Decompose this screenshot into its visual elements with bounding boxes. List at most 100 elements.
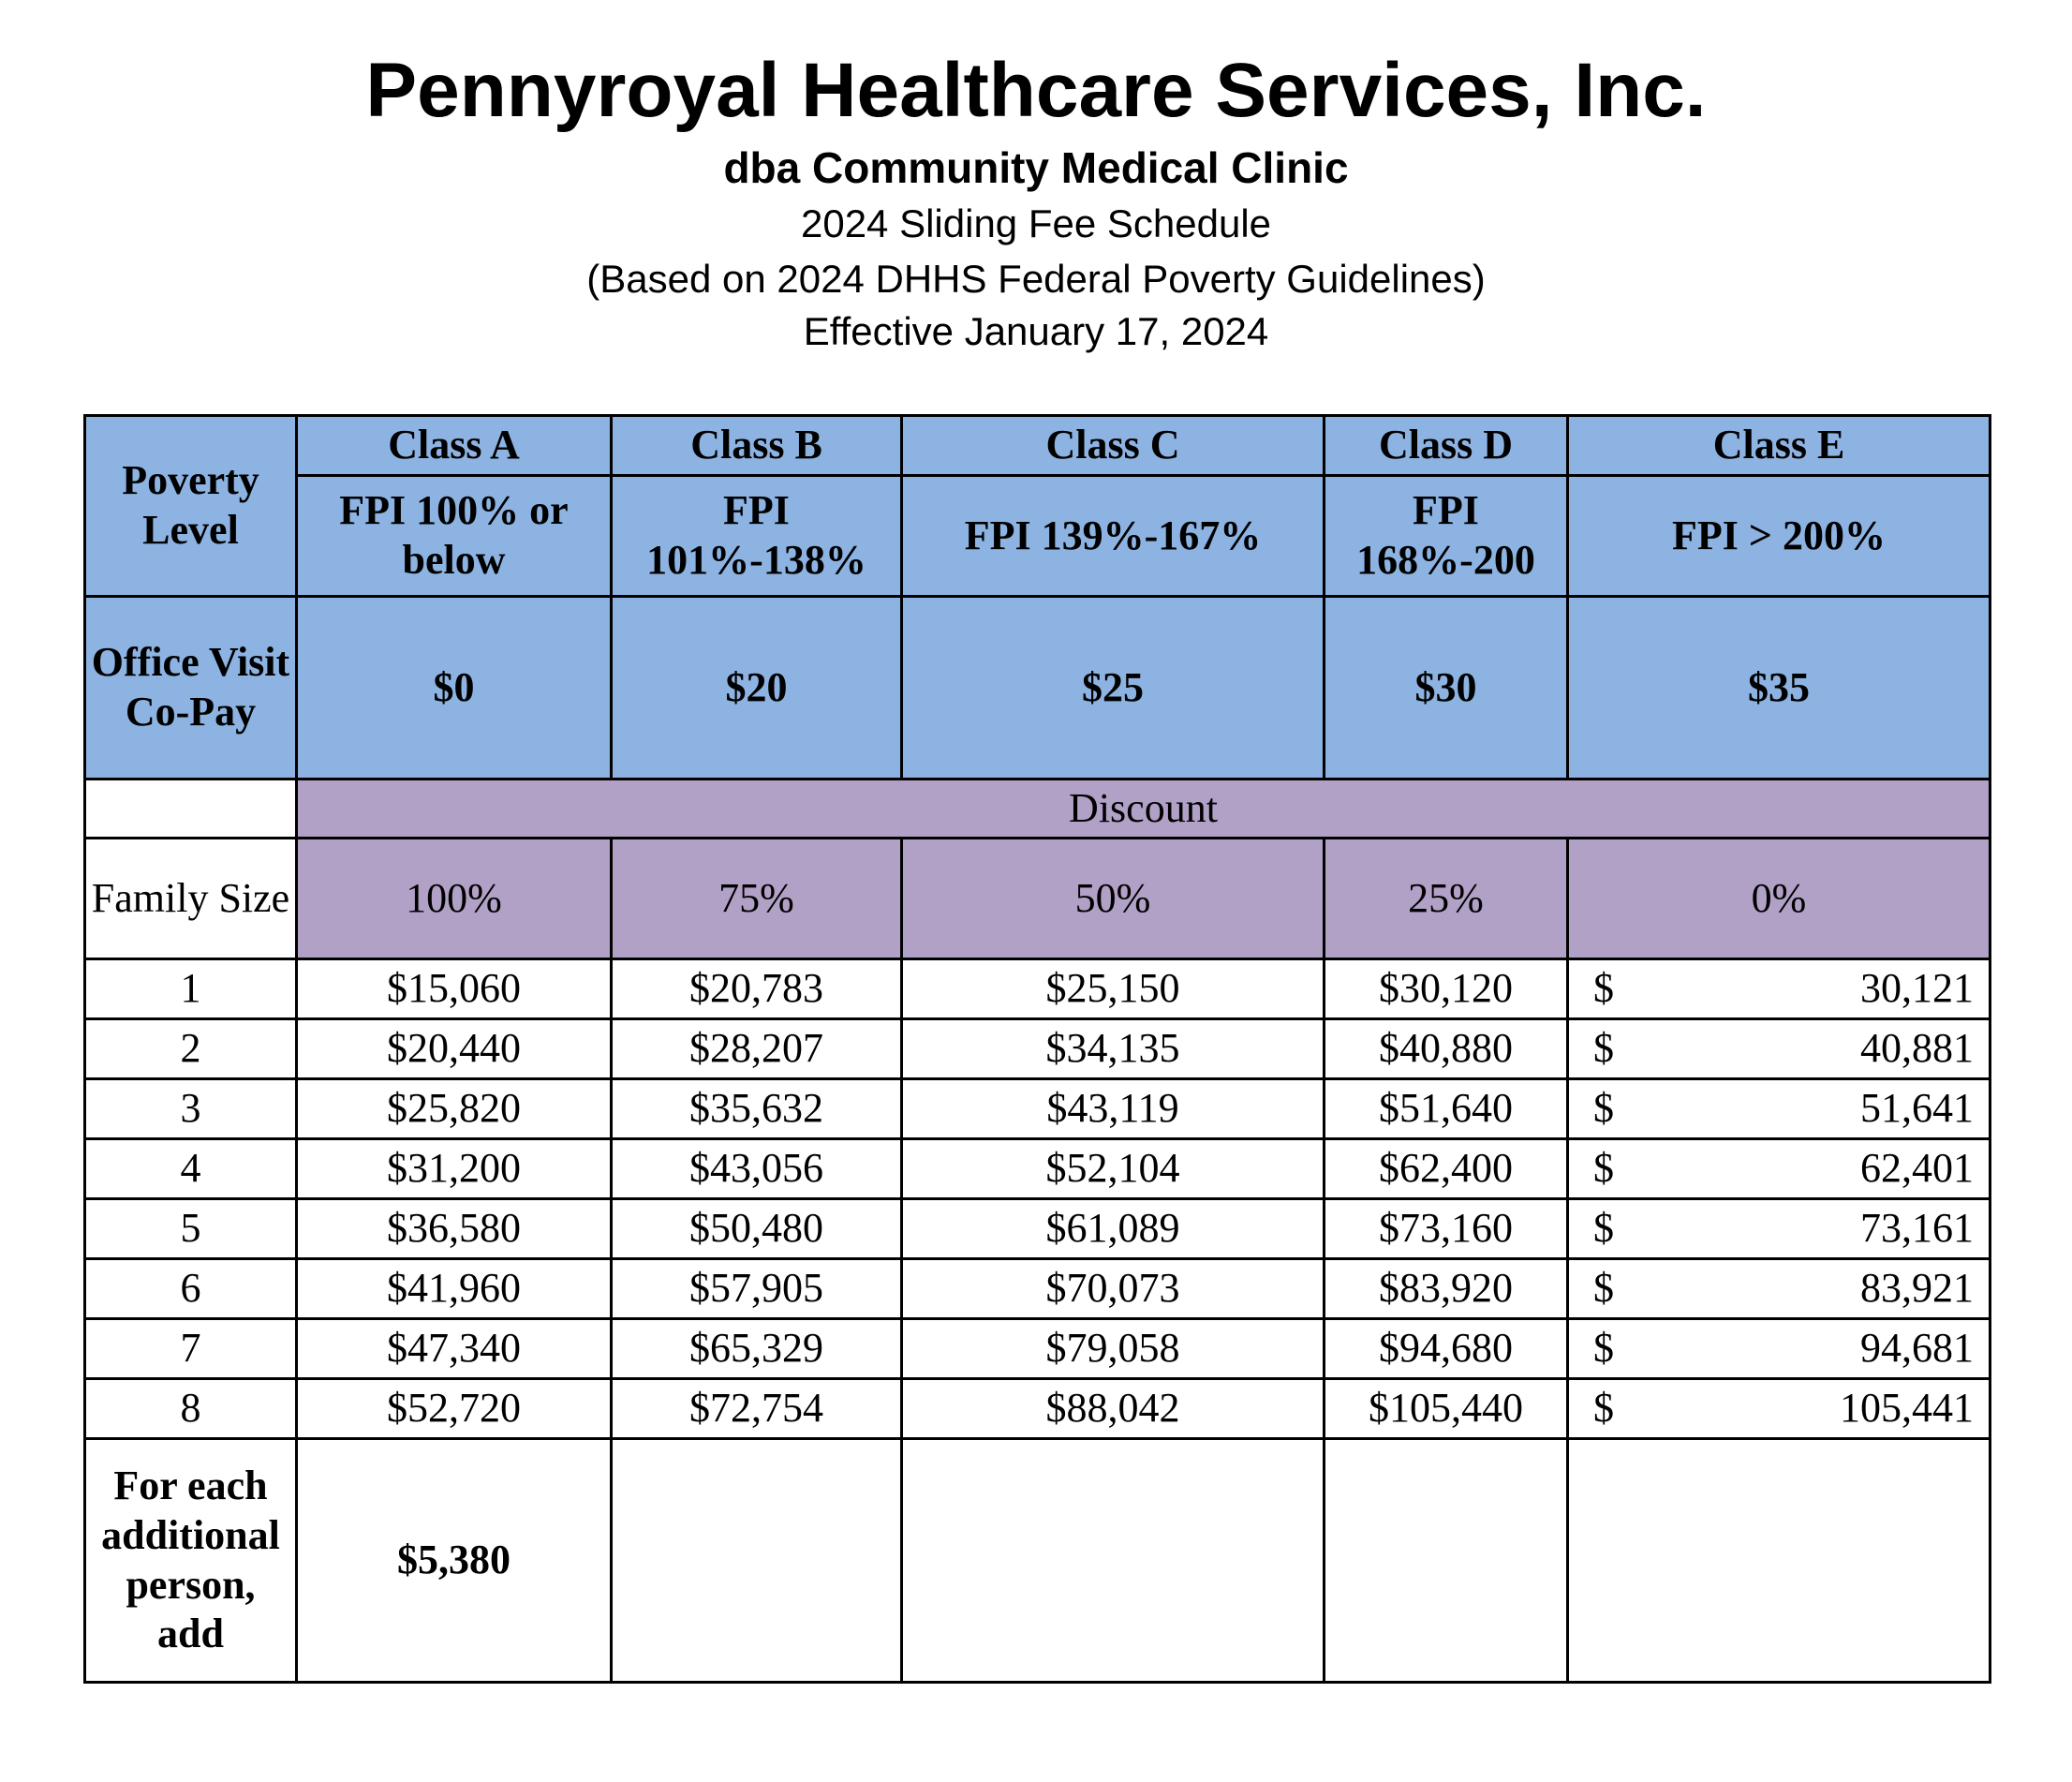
fpi-range: FPI 168%-200 [1323,474,1569,598]
family-size-row: 6 $41,960 $57,905 $70,073 $83,920 $83,921 [83,1257,1991,1320]
amount: 94,681 [1860,1325,1974,1372]
family-size-row: 2 $20,440 $28,207 $34,135 $40,880 $40,881 [83,1017,1991,1080]
copay-value: $25 [900,595,1325,780]
fpi-row: FPI 100% or below FPI 101%-138% FPI 139%… [85,474,1991,598]
document-subtitle: dba Community Medical Clinic [723,143,1349,192]
copay-label: Office Visit Co-Pay [83,595,298,780]
empty-cell [83,778,298,839]
income-threshold-class-a: $41,960 [295,1257,613,1320]
class-name: Class C [900,414,1325,477]
income-threshold-class-d: $105,440 [1323,1377,1569,1440]
income-threshold-class-c: $70,073 [900,1257,1325,1320]
family-size-row: 1 $15,060 $20,783 $25,150 $30,120 $30,121 [83,958,1991,1020]
income-threshold-class-b: $50,480 [610,1197,903,1260]
currency-symbol: $ [1593,1085,1614,1132]
additional-person-label: For each additional person, add [83,1437,298,1684]
family-size-row: 4 $31,200 $43,056 $52,104 $62,400 $62,401 [83,1137,1991,1200]
income-threshold-class-e: $105,441 [1566,1377,1991,1440]
income-threshold-class-c: $79,058 [900,1317,1325,1380]
empty-cell [1323,1437,1569,1684]
class-name: Class B [610,414,903,477]
income-threshold-class-b: $57,905 [610,1257,903,1320]
empty-cell [610,1437,903,1684]
additional-person-row: For each additional person, add $5,380 [83,1437,1991,1684]
effective-date: Effective January 17, 2024 [803,309,1269,353]
discount-header-row: Discount [83,778,1991,839]
income-threshold-class-e: $51,641 [1566,1077,1991,1140]
currency-symbol: $ [1593,1385,1614,1432]
amount: 40,881 [1860,1025,1974,1072]
income-threshold-class-b: $72,754 [610,1377,903,1440]
income-threshold-class-b: $65,329 [610,1317,903,1380]
income-threshold-class-a: $36,580 [295,1197,613,1260]
income-threshold-class-c: $34,135 [900,1017,1325,1080]
family-size-row: 3 $25,820 $35,632 $43,119 $51,640 $51,641 [83,1077,1991,1140]
income-threshold-class-d: $30,120 [1323,958,1569,1020]
income-threshold-class-c: $43,119 [900,1077,1325,1140]
income-threshold-class-a: $47,340 [295,1317,613,1380]
family-size-label: Family Size [83,837,298,960]
amount: 51,641 [1860,1085,1974,1132]
family-size-row: 7 $47,340 $65,329 $79,058 $94,680 $94,681 [83,1317,1991,1380]
income-threshold-class-c: $61,089 [900,1197,1325,1260]
amount: 73,161 [1860,1205,1974,1252]
copay-value: $30 [1323,595,1569,780]
income-threshold-class-d: $83,920 [1323,1257,1569,1320]
income-threshold-class-e: $30,121 [1566,958,1991,1020]
income-threshold-class-b: $28,207 [610,1017,903,1080]
class-name: Class A [295,414,613,477]
family-size: 2 [83,1017,298,1080]
income-threshold-class-d: $51,640 [1323,1077,1569,1140]
currency-symbol: $ [1593,965,1614,1012]
amount: 30,121 [1860,965,1974,1012]
income-threshold-class-c: $25,150 [900,958,1325,1020]
currency-symbol: $ [1593,1145,1614,1192]
family-size: 1 [83,958,298,1020]
income-threshold-class-a: $31,200 [295,1137,613,1200]
fpi-range: FPI > 200% [1566,474,1991,598]
income-threshold-class-e: $94,681 [1566,1317,1991,1380]
discount-value: 25% [1323,837,1569,960]
income-threshold-class-d: $62,400 [1323,1137,1569,1200]
income-threshold-class-a: $20,440 [295,1017,613,1080]
discount-value: 75% [610,837,903,960]
currency-symbol: $ [1593,1205,1614,1252]
copay-row: Office Visit Co-Pay $0 $20 $25 $30 $35 [83,595,1991,780]
income-threshold-class-d: $40,880 [1323,1017,1569,1080]
family-size: 6 [83,1257,298,1320]
income-threshold-class-e: $83,921 [1566,1257,1991,1320]
family-size-row: 5 $36,580 $50,480 $61,089 $73,160 $73,161 [83,1197,1991,1260]
income-threshold-class-a: $15,060 [295,958,613,1020]
discount-value: 100% [295,837,613,960]
fpi-range: FPI 100% or below [295,474,613,598]
family-size: 8 [83,1377,298,1440]
income-threshold-class-c: $88,042 [900,1377,1325,1440]
amount: 62,401 [1860,1145,1974,1192]
currency-symbol: $ [1593,1025,1614,1072]
amount: 83,921 [1860,1265,1974,1312]
income-threshold-class-e: $73,161 [1566,1197,1991,1260]
income-threshold-class-b: $35,632 [610,1077,903,1140]
income-threshold-class-b: $20,783 [610,958,903,1020]
class-name: Class D [1323,414,1569,477]
copay-value: $0 [295,595,613,780]
family-size: 3 [83,1077,298,1140]
copay-value: $20 [610,595,903,780]
income-threshold-class-d: $73,160 [1323,1197,1569,1260]
income-threshold-class-d: $94,680 [1323,1317,1569,1380]
fpi-range: FPI 139%-167% [900,474,1325,598]
additional-person-value: $5,380 [295,1437,613,1684]
empty-cell [1566,1437,1991,1684]
schedule-basis: (Based on 2024 DHHS Federal Poverty Guid… [586,257,1486,301]
income-threshold-class-b: $43,056 [610,1137,903,1200]
sliding-fee-table: Poverty Level Class A Class B Class C Cl… [83,414,1991,1684]
schedule-title: 2024 Sliding Fee Schedule [800,201,1272,245]
poverty-level-label: Poverty Level [83,414,298,598]
fpi-range: FPI 101%-138% [610,474,903,598]
income-threshold-class-a: $52,720 [295,1377,613,1440]
income-threshold-class-a: $25,820 [295,1077,613,1140]
family-size: 5 [83,1197,298,1260]
discount-row: Family Size 100% 75% 50% 25% 0% [83,837,1991,960]
family-size: 4 [83,1137,298,1200]
income-threshold-class-c: $52,104 [900,1137,1325,1200]
